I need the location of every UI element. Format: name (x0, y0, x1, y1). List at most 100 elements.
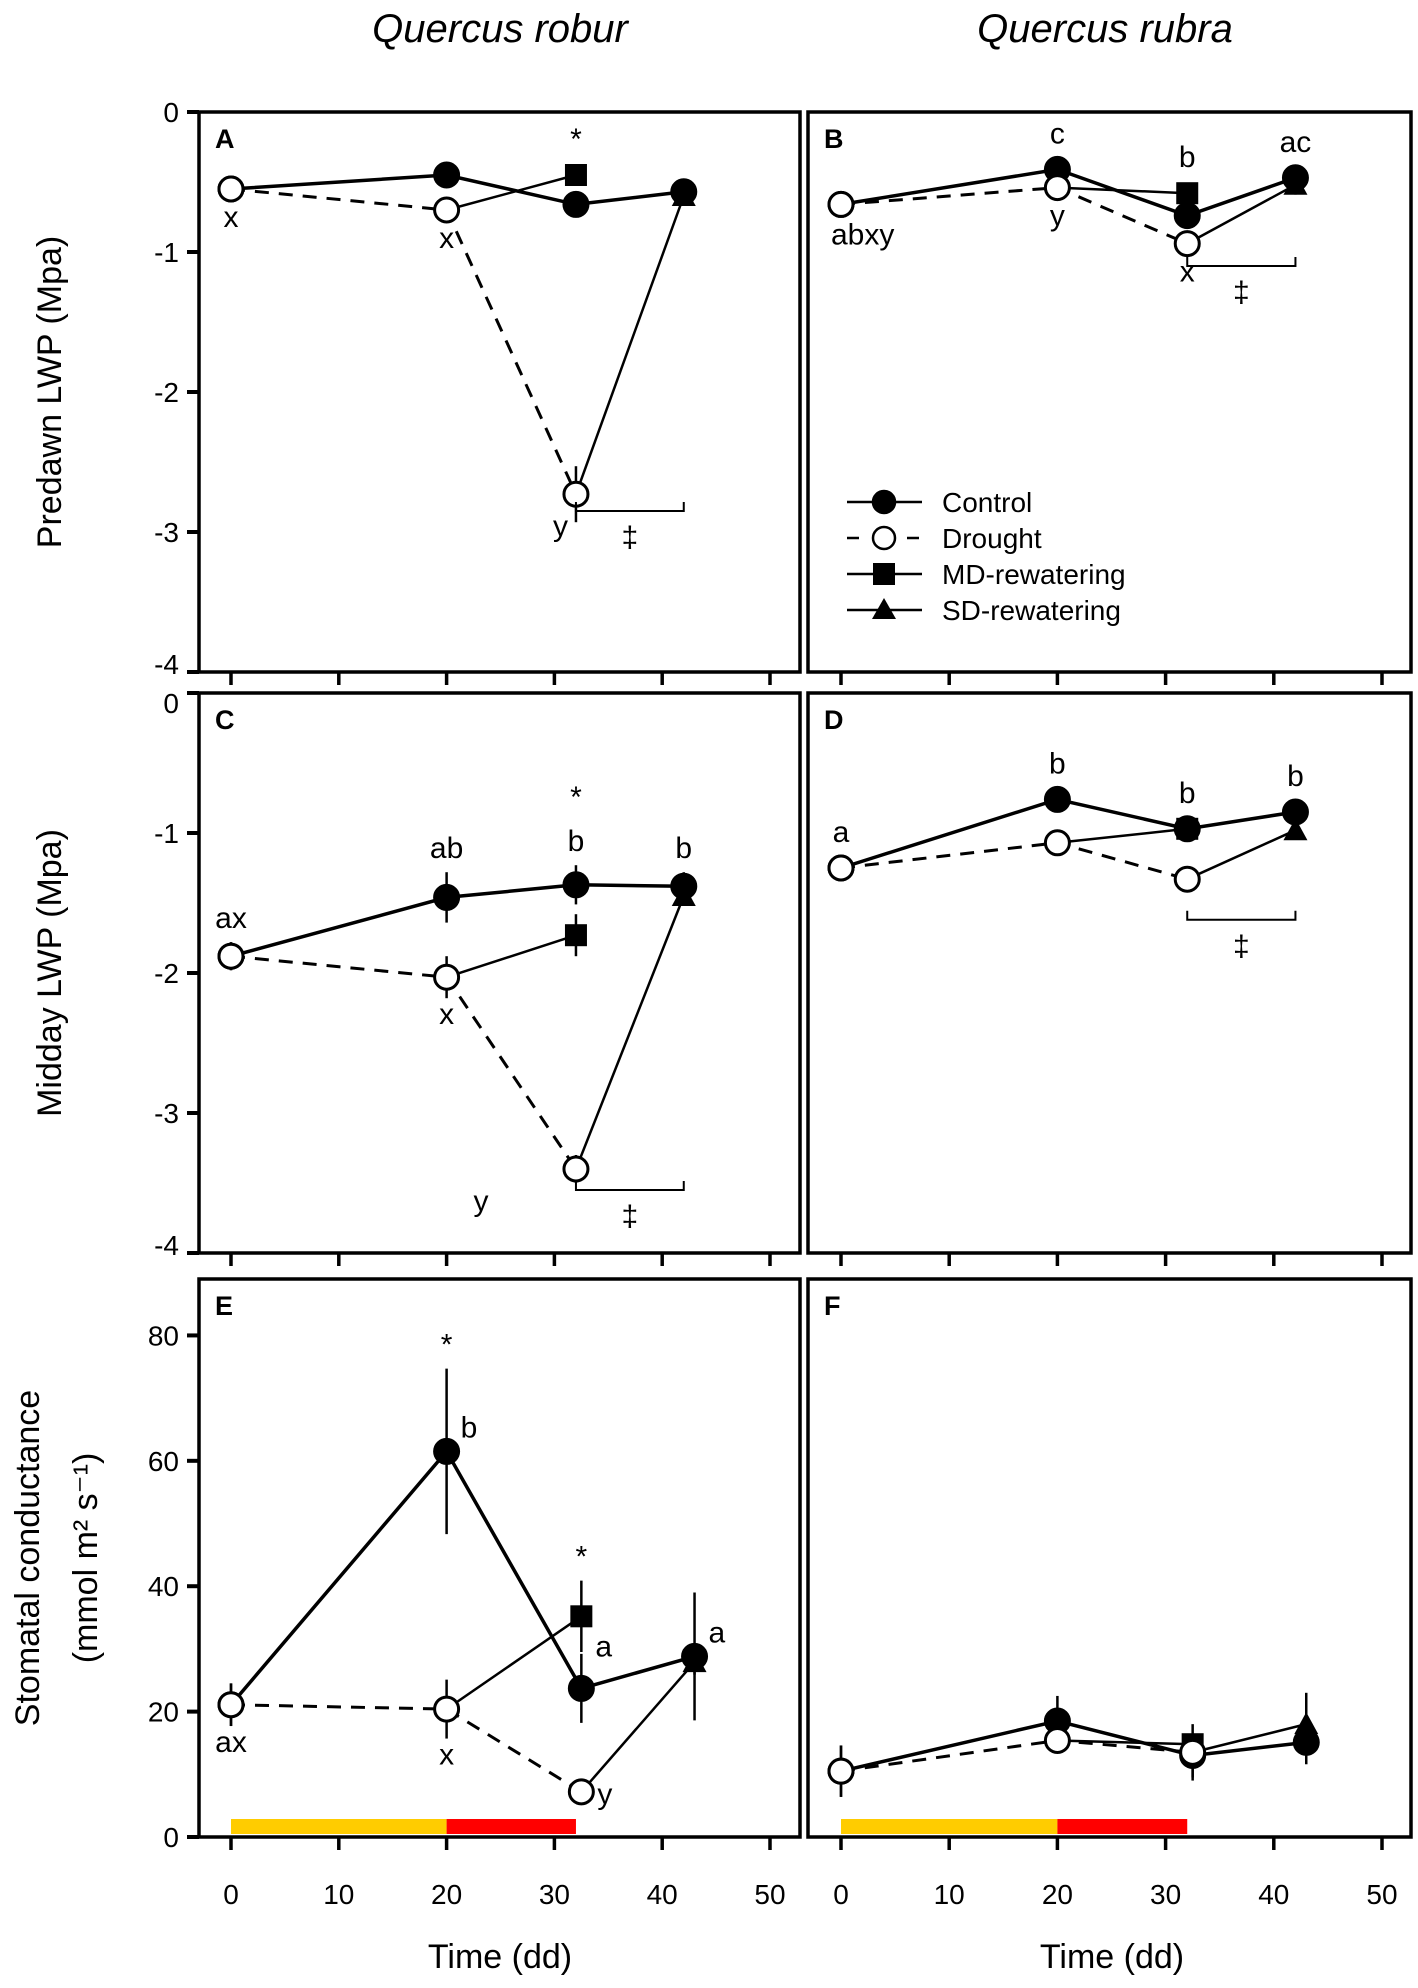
panel-letter: F (824, 1291, 841, 1321)
legend-marker-icon (873, 563, 895, 585)
legend: Control Drought MD-rewatering SD-rewatering (847, 487, 1126, 626)
legend-label: SD-rewatering (942, 595, 1121, 626)
data-point-drought (1043, 174, 1071, 202)
data-point-sd-rewatering (671, 884, 696, 906)
data-point-drought (567, 1778, 595, 1806)
plot-frame (806, 110, 1413, 674)
legend-label: Control (942, 487, 1032, 518)
data-point-sd-rewatering (682, 1650, 707, 1673)
severe-drought-period-bar (1057, 1819, 1188, 1834)
data-point-drought (827, 1757, 855, 1785)
data-point-drought (217, 1691, 245, 1719)
series-line-md-rewatering (446, 934, 577, 979)
double-dagger-mark: ‡ (622, 521, 639, 554)
x-tick-label: 10 (934, 1879, 965, 1910)
double-dagger-mark: ‡ (1233, 276, 1250, 309)
letter-annotation: y (1050, 200, 1065, 233)
y-tick-label: -2 (154, 377, 179, 408)
series-line-drought (230, 954, 578, 1170)
rewatering-bracket (1186, 910, 1297, 921)
y-tick-label: -2 (154, 958, 179, 989)
legend-marker-icon (871, 525, 897, 551)
letter-annotation: x (1180, 256, 1195, 289)
series-line-sd-rewatering (1186, 183, 1297, 245)
letter-annotation: x (439, 1739, 454, 1772)
letter-annotation: b (1179, 777, 1196, 810)
letter-annotation: b (675, 832, 692, 865)
rewatering-bracket (1186, 257, 1297, 267)
y-tick-label: -4 (154, 649, 179, 680)
drought-period-bar (231, 1819, 447, 1834)
significance-asterisk: * (441, 1329, 453, 1362)
data-point-drought (827, 854, 855, 882)
data-point-control (1173, 202, 1201, 230)
data-point-md-rewatering (564, 164, 587, 186)
panel-e: E 0 10 20 30 40 50 0 20 40 60 80 Stomatal conductanc… (9, 1277, 802, 1910)
data-point-drought (1043, 1726, 1071, 1754)
data-point-drought (217, 942, 245, 970)
series-line-sd-rewatering (574, 895, 685, 1170)
legend-label: MD-rewatering (942, 559, 1126, 590)
series-line-sd-rewatering (580, 1661, 696, 1793)
series-line-drought (840, 1738, 1193, 1773)
y-tick-label: 40 (148, 1571, 179, 1602)
data-point-drought (433, 963, 461, 991)
series-line-sd-rewatering (574, 195, 685, 495)
letter-annotation: b (461, 1411, 478, 1444)
letter-annotation: abxy (831, 218, 894, 251)
x-tick-label: 0 (833, 1879, 849, 1910)
significance-asterisk: * (570, 781, 582, 814)
data-point-sd-rewatering (1283, 818, 1308, 841)
letter-annotation: a (833, 816, 850, 849)
plot-frame (197, 1277, 802, 1839)
y-tick-label: 80 (148, 1320, 179, 1351)
data-point-control (562, 871, 590, 899)
panel-letter: B (824, 124, 844, 154)
y-axis-label: Midday LWP (Mpa) (31, 829, 69, 1117)
data-point-sd-rewatering (1294, 1712, 1319, 1735)
data-point-drought (217, 175, 245, 203)
data-point-control (1043, 785, 1071, 813)
series-line-md-rewatering (1057, 186, 1188, 195)
series-line-control (229, 1448, 696, 1706)
series-line-control (230, 173, 684, 207)
x-tick-label: 50 (1366, 1879, 1397, 1910)
panel-c: C 0 -1 -2 -3 -4 Midday LWP (Mpa) ax ab b * b x y ‡ (31, 688, 802, 1266)
data-point-drought (433, 196, 461, 224)
letter-annotation: ab (430, 832, 463, 865)
data-point-md-rewatering (570, 1605, 593, 1628)
x-tick-label: 20 (431, 1879, 462, 1910)
data-point-drought (1179, 1738, 1207, 1766)
data-point-drought (562, 1155, 590, 1183)
letter-annotation: x (224, 201, 239, 234)
data-point-control (433, 1437, 461, 1465)
letter-annotation: ac (1280, 126, 1312, 159)
letter-annotation: y (553, 510, 568, 543)
x-axis-label-right: Time (dd) (1040, 1938, 1184, 1976)
y-tick-label: 20 (148, 1697, 179, 1728)
data-point-md-rewatering (1176, 182, 1199, 205)
letter-annotation: x (439, 998, 454, 1031)
y-tick-label: -3 (154, 517, 179, 548)
letter-annotation: a (709, 1616, 726, 1649)
data-point-md-rewatering (564, 924, 587, 947)
x-tick-label: 0 (223, 1879, 239, 1910)
y-tick-label: 0 (163, 1822, 179, 1853)
y-tick-label: -3 (154, 1098, 179, 1129)
data-point-sd-rewatering (671, 184, 696, 206)
plot-frame (806, 1277, 1413, 1839)
letter-annotation: b (1049, 747, 1066, 780)
data-point-md-rewatering (1176, 817, 1199, 840)
letter-annotation: y (597, 1778, 612, 1811)
panel-d: Da b b b ‡ (806, 691, 1413, 1266)
series-line-control (840, 797, 1296, 870)
series-line-control (840, 1719, 1307, 1773)
letter-annotation: ax (215, 902, 247, 935)
panel-a: A 0 -1 -2 -3 -4 Predawn LWP (Mpa) x x * y ‡ (31, 97, 802, 685)
series-line-md-rewatering (446, 173, 577, 212)
panel-letter: E (215, 1291, 233, 1321)
x-tick-label: 40 (1258, 1879, 1289, 1910)
data-point-sd-rewatering (1283, 172, 1308, 195)
x-tick-label: 10 (323, 1879, 354, 1910)
